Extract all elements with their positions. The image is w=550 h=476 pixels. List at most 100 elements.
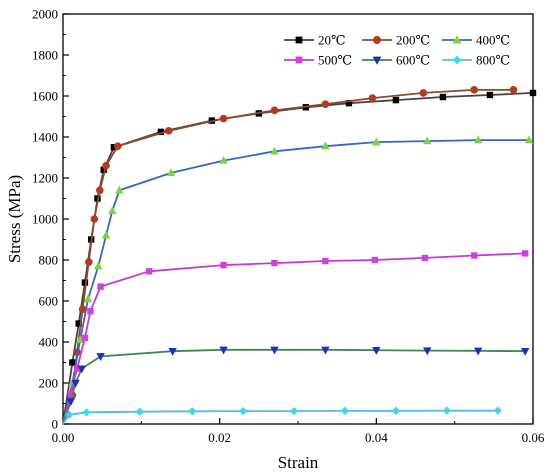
legend-swatch-marker — [452, 55, 462, 65]
data-point — [219, 114, 228, 123]
data-point — [108, 206, 117, 214]
series-group — [62, 250, 529, 425]
data-point — [529, 89, 537, 97]
legend-swatch-marker — [295, 36, 303, 44]
legend-label: 20℃ — [318, 33, 346, 48]
y-tick-label: 1600 — [32, 89, 58, 104]
data-point — [520, 348, 530, 356]
data-point — [219, 155, 228, 164]
legend-swatch-marker — [295, 56, 303, 64]
data-point — [69, 359, 76, 366]
data-point — [419, 89, 428, 97]
data-point — [87, 308, 94, 315]
y-tick-label: 200 — [39, 376, 59, 391]
data-point — [473, 135, 483, 144]
data-point — [345, 99, 353, 107]
series-line — [62, 409, 498, 425]
data-point — [471, 252, 478, 259]
data-point — [77, 365, 86, 374]
legend-swatch-marker — [372, 56, 382, 65]
y-tick-label: 1800 — [32, 48, 58, 63]
data-point — [188, 407, 197, 416]
data-point — [521, 250, 529, 257]
legend-swatch-marker — [373, 36, 381, 44]
data-point — [100, 166, 107, 173]
data-point — [271, 259, 278, 267]
data-point — [114, 142, 122, 151]
data-point — [270, 106, 279, 115]
data-point — [76, 335, 85, 344]
data-point — [219, 346, 228, 355]
data-point — [73, 365, 81, 372]
x-tick-label: 0.00 — [52, 430, 75, 445]
data-point — [220, 261, 227, 269]
data-point — [81, 334, 89, 342]
legend-label: 200℃ — [396, 33, 430, 48]
legend-item: 800℃ — [442, 53, 510, 68]
data-point — [67, 390, 75, 397]
data-point — [85, 258, 93, 266]
data-point — [509, 86, 518, 94]
data-point — [115, 185, 124, 194]
legend-item: 400℃ — [442, 33, 510, 48]
data-point — [110, 144, 118, 151]
data-point — [94, 261, 103, 270]
data-point — [372, 347, 381, 355]
legend-label: 500℃ — [318, 53, 352, 68]
data-point — [289, 406, 299, 416]
data-point — [372, 137, 381, 146]
y-axis: 0 200 400 600 800 1000 1200 1400 1600 1800 2000 — [32, 7, 69, 432]
series-group — [62, 86, 518, 425]
y-tick-label: 400 — [39, 335, 59, 350]
legend-item: 20℃ — [284, 33, 346, 48]
data-point — [135, 407, 144, 416]
data-point — [102, 161, 110, 170]
y-tick-label: 2000 — [32, 7, 58, 22]
legend-item: 500℃ — [284, 53, 352, 68]
data-point — [65, 410, 74, 419]
legend-swatch-marker — [452, 35, 462, 44]
data-point — [82, 408, 91, 417]
legend-label: 800℃ — [476, 53, 510, 68]
data-point — [392, 96, 400, 104]
legend-item: 200℃ — [362, 33, 430, 48]
data-point — [470, 86, 479, 94]
data-point — [493, 406, 502, 415]
data-point — [166, 168, 176, 177]
data-point — [96, 353, 105, 362]
plot-frame — [62, 13, 534, 425]
data-point — [321, 346, 330, 355]
data-point — [423, 136, 432, 145]
data-point — [321, 100, 330, 108]
data-point — [168, 348, 177, 356]
data-point — [473, 347, 483, 356]
x-tick-label: 0.04 — [365, 430, 388, 445]
y-tick-label: 800 — [39, 253, 59, 268]
series-layer — [62, 86, 537, 425]
data-point — [96, 186, 104, 195]
series-line — [62, 252, 526, 425]
y-tick-label: 0 — [52, 417, 59, 432]
data-point — [75, 320, 82, 327]
legend-item: 600℃ — [362, 53, 430, 68]
data-point — [101, 230, 111, 239]
data-point — [81, 279, 89, 286]
series-group — [62, 135, 534, 425]
legend: 20℃ 200℃ 400℃ 500℃ 600℃ 800℃ — [284, 33, 510, 68]
data-point — [66, 398, 76, 407]
data-point — [270, 146, 279, 155]
data-point — [340, 406, 350, 416]
series-line — [62, 139, 530, 425]
data-point — [391, 406, 401, 416]
data-point — [322, 257, 329, 265]
data-point — [157, 128, 165, 136]
x-tick-label: 0.02 — [208, 430, 231, 445]
data-point — [270, 346, 279, 355]
data-point — [368, 94, 377, 102]
data-point — [83, 294, 93, 303]
data-point — [321, 141, 330, 150]
data-point — [439, 93, 447, 101]
data-point — [442, 406, 452, 415]
y-axis-title: Stress (MPa) — [5, 175, 24, 263]
